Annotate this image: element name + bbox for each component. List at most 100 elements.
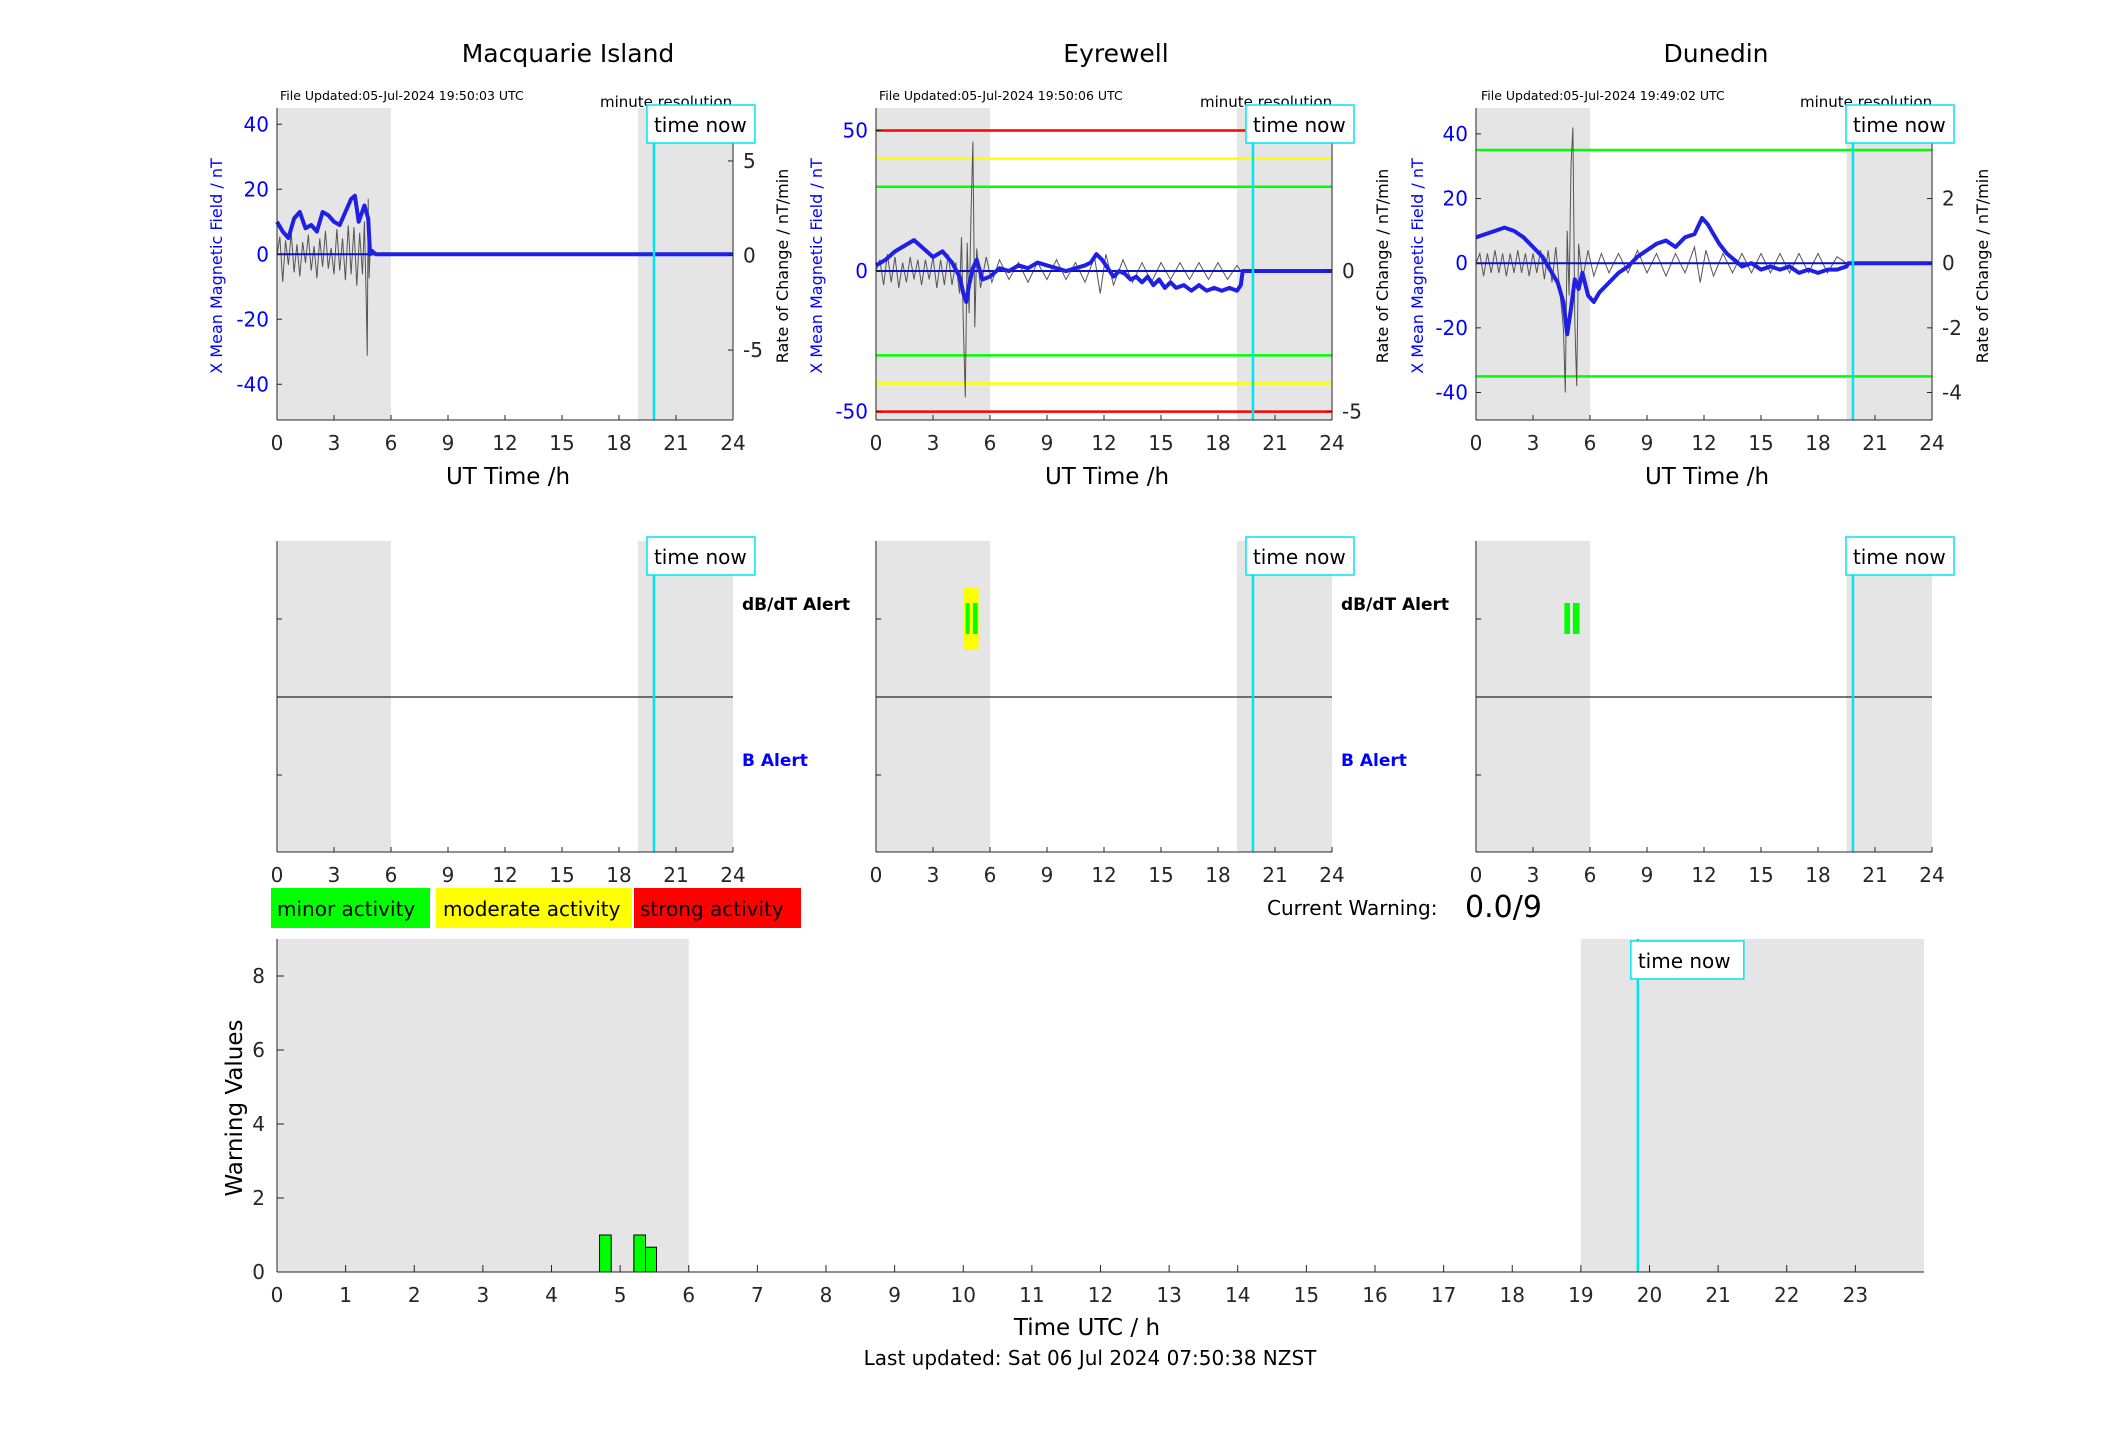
x-tick-label: 15 <box>1748 863 1773 887</box>
legend-strong-label: strong activity <box>640 897 784 921</box>
x-tick-label: 21 <box>1862 863 1887 887</box>
x-tick-label: 21 <box>1262 431 1287 455</box>
y-tick-label: 8 <box>252 964 265 988</box>
x-tick-label: 9 <box>442 431 455 455</box>
x-tick-label: 3 <box>328 431 341 455</box>
x-tick-label: 19 <box>1568 1283 1593 1307</box>
x-tick-label: 9 <box>1041 431 1054 455</box>
time-now-box <box>1630 940 1745 980</box>
station-title: Eyrewell <box>1063 39 1168 68</box>
current-warning-label: Current Warning: <box>1267 896 1437 920</box>
y-tick-label-right: -2 <box>1942 316 1962 340</box>
x-tick-label: 24 <box>1319 431 1344 455</box>
y-tick-label-right: 2 <box>1942 187 1955 211</box>
x-tick-label: 11 <box>1019 1283 1044 1307</box>
x-tick-label: 9 <box>1041 863 1054 887</box>
y-tick-label-right: -4 <box>1942 381 1962 405</box>
x-tick-label: 2 <box>408 1283 421 1307</box>
dbdt-alert-label: dB/dT Alert <box>742 595 850 615</box>
y-tick-label: 0 <box>252 1260 265 1284</box>
plot-area <box>874 108 1332 420</box>
y-axis-label-left: X Mean Magnetic Field / nT <box>207 158 226 374</box>
file-updated-label: File Updated:05-Jul-2024 19:50:06 UTC <box>879 88 1123 103</box>
x-tick-label: 21 <box>663 863 688 887</box>
night-shade <box>277 108 391 420</box>
plot-area <box>1475 108 1932 420</box>
station-panel: Dunedin File Updated:05-Jul-2024 19:49:0… <box>1408 39 1992 490</box>
y-tick-label-left: -20 <box>1435 316 1468 340</box>
alert-panel: dB/dT Alert B Alert 0 3 6 9 12 15 18 21 24 time n… <box>870 536 1449 887</box>
y-tick-label-right: -5 <box>1342 400 1362 424</box>
rate-of-change-trace <box>1475 127 1847 393</box>
b-alert-label: B Alert <box>1341 751 1407 771</box>
b-alert-label: B Alert <box>742 751 808 771</box>
x-tick-label: 3 <box>1527 431 1540 455</box>
dbdt-alert-bar <box>965 603 970 634</box>
file-updated-label: File Updated:05-Jul-2024 19:50:03 UTC <box>280 88 524 103</box>
x-tick-label: 8 <box>820 1283 833 1307</box>
x-tick-label: 17 <box>1431 1283 1456 1307</box>
x-tick-label: 22 <box>1774 1283 1799 1307</box>
x-tick-label: 18 <box>1205 431 1230 455</box>
y-tick-label-left: -20 <box>236 307 269 331</box>
x-tick-label: 24 <box>1919 431 1944 455</box>
y-tick-label-right: 0 <box>1342 259 1355 283</box>
time-now-label: time now <box>654 545 747 569</box>
y-tick-label-left: 0 <box>256 242 269 266</box>
night-shade <box>876 108 990 420</box>
warning-bar <box>645 1246 657 1273</box>
x-tick-label: 9 <box>1641 431 1654 455</box>
x-tick-label: 15 <box>1294 1283 1319 1307</box>
station-panel: Eyrewell File Updated:05-Jul-2024 19:50:… <box>807 39 1392 490</box>
night-shade <box>1237 108 1332 420</box>
y-axis-label-right: Rate of Change / nT/min <box>1373 169 1392 364</box>
station-title: Macquarie Island <box>462 39 675 68</box>
dbdt-alert-bar <box>1572 603 1580 634</box>
x-tick-label: 6 <box>1584 863 1597 887</box>
y-axis-label: Warning Values <box>222 1019 248 1196</box>
x-tick-label: 9 <box>1641 863 1654 887</box>
rate-of-change-trace <box>276 198 373 356</box>
x-tick-label: 15 <box>549 863 574 887</box>
activity-legend: minor activity moderate activity strong … <box>271 888 801 928</box>
legend-moderate-label: moderate activity <box>443 897 621 921</box>
x-tick-label: 21 <box>1705 1283 1730 1307</box>
dbdt-alert-bar <box>1564 603 1571 634</box>
x-tick-label: 0 <box>870 431 883 455</box>
station-panel: Macquarie Island File Updated:05-Jul-202… <box>207 39 792 490</box>
x-tick-label: 6 <box>682 1283 695 1307</box>
x-tick-label: 12 <box>1091 431 1116 455</box>
x-tick-label: 15 <box>1748 431 1773 455</box>
x-tick-label: 3 <box>477 1283 490 1307</box>
x-tick-label: 24 <box>1919 863 1944 887</box>
x-tick-label: 1 <box>339 1283 352 1307</box>
x-tick-label: 18 <box>606 431 631 455</box>
warning-plot-area <box>277 939 1924 1273</box>
x-tick-label: 13 <box>1156 1283 1181 1307</box>
alert-panel: dB/dT Alert B Alert 0 3 6 9 12 15 18 21 24 time n… <box>271 536 850 887</box>
x-tick-label: 18 <box>1805 863 1830 887</box>
time-now-label: time now <box>1638 949 1731 973</box>
file-updated-label: File Updated:05-Jul-2024 19:49:02 UTC <box>1481 88 1725 103</box>
time-now-label: time now <box>1853 545 1946 569</box>
night-shade <box>1580 939 1924 1272</box>
time-now-label: time now <box>654 113 747 137</box>
y-tick-label-left: 0 <box>1455 251 1468 275</box>
y-tick-label-left: 0 <box>855 259 868 283</box>
y-tick-label-left: 50 <box>843 118 868 142</box>
dbdt-alert-label: dB/dT Alert <box>1341 595 1449 615</box>
y-tick-label-right: 5 <box>743 149 756 173</box>
x-axis-label: UT Time /h <box>1045 464 1169 490</box>
x-tick-label: 0 <box>1470 863 1483 887</box>
x-tick-label: 9 <box>888 1283 901 1307</box>
legend-minor-swatch <box>271 888 430 928</box>
x-tick-label: 3 <box>328 863 341 887</box>
time-now-label: time now <box>1253 113 1346 137</box>
x-tick-label: 15 <box>1148 863 1173 887</box>
x-tick-label: 21 <box>1862 431 1887 455</box>
y-tick-label-left: 40 <box>244 112 269 136</box>
x-tick-label: 12 <box>1691 863 1716 887</box>
last-updated: Last updated: Sat 06 Jul 2024 07:50:38 N… <box>864 1346 1318 1370</box>
y-tick-label-left: 40 <box>1443 122 1468 146</box>
time-now-label: time now <box>1253 545 1346 569</box>
